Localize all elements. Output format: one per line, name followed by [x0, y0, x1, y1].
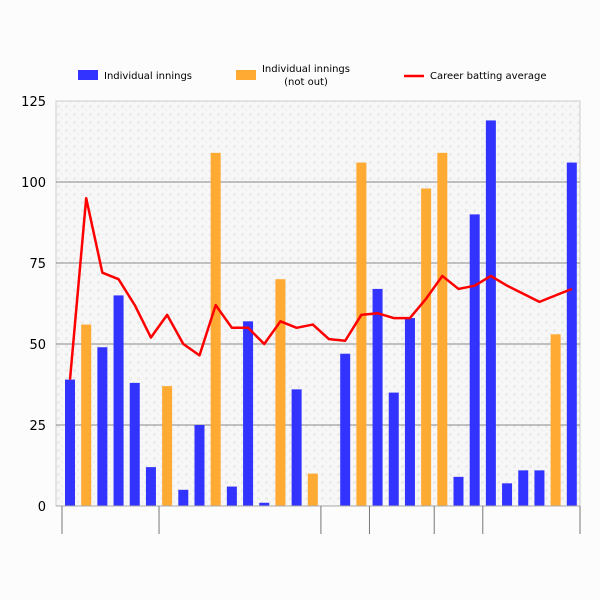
- bar-innings: [340, 353, 351, 506]
- y-tick-label: 25: [29, 419, 46, 434]
- bar-innings: [113, 295, 124, 506]
- bar-innings: [259, 502, 270, 506]
- bar-innings: [469, 214, 480, 506]
- bar-innings: [226, 486, 237, 506]
- bar-innings: [404, 318, 415, 506]
- bar-innings: [453, 476, 464, 506]
- legend-label-innings: Individual innings: [104, 71, 192, 82]
- career-average-line: [68, 196, 573, 380]
- bar-innings: [291, 389, 302, 506]
- bar-innings: [534, 470, 545, 506]
- bar-not-out: [421, 188, 432, 507]
- bar-innings: [97, 347, 108, 506]
- legend-swatch-innings: [78, 70, 98, 80]
- bar-innings: [194, 425, 205, 506]
- y-tick-label: 0: [38, 500, 46, 515]
- y-tick-label: 75: [29, 257, 46, 272]
- bar-not-out: [437, 152, 448, 506]
- bar-innings: [145, 467, 156, 506]
- bar-not-out: [162, 386, 173, 506]
- y-tick-label: 50: [29, 338, 46, 353]
- legend: Individual innings Individual innings (n…: [78, 64, 547, 88]
- bar-not-out: [356, 162, 367, 506]
- bar-innings: [178, 489, 189, 506]
- legend-label-not-out-2: (not out): [284, 77, 328, 88]
- bar-not-out: [307, 473, 318, 506]
- y-tick-label: 125: [21, 95, 46, 110]
- bar-innings: [566, 162, 577, 506]
- bar-not-out: [210, 152, 221, 506]
- bar-not-out: [550, 334, 561, 506]
- bar-innings: [485, 120, 496, 506]
- y-tick-label: 100: [21, 176, 46, 191]
- bar-innings: [65, 379, 75, 506]
- bar-innings: [129, 382, 140, 506]
- legend-label-not-out-1: Individual innings: [262, 64, 350, 75]
- legend-swatch-not-out: [236, 70, 256, 80]
- bar-innings: [243, 321, 254, 506]
- bar-innings: [518, 470, 529, 506]
- bar-not-out: [275, 279, 286, 506]
- bar-innings: [372, 288, 383, 506]
- bar-innings: [388, 392, 399, 506]
- bar-not-out: [81, 324, 92, 506]
- bar-innings: [502, 483, 513, 506]
- legend-label-average: Career batting average: [430, 71, 547, 82]
